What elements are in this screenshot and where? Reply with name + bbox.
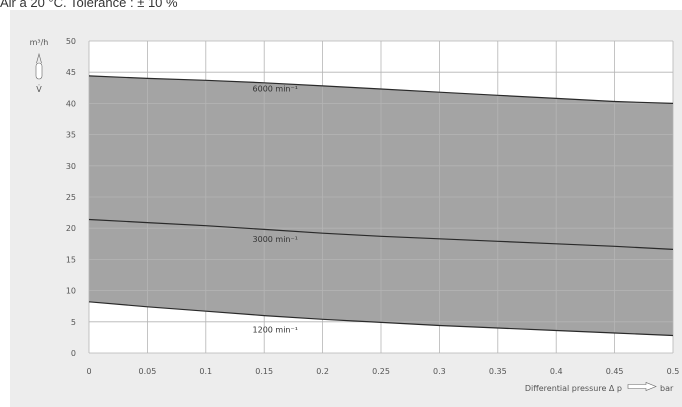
y-tick-label: 25 (66, 193, 76, 202)
x-tick-label: 0.25 (372, 367, 390, 376)
series-line-6000 (88, 75, 674, 104)
y-axis-unit: m³/h (30, 38, 49, 47)
y-axis-symbol: V̇ (36, 84, 42, 94)
curve-label-6000: 6000 min⁻¹ (253, 85, 298, 94)
grid-lines (88, 40, 674, 354)
y-tick-label: 0 (71, 349, 76, 358)
y-tick-label: 40 (66, 99, 76, 108)
flow-meter-icon (35, 52, 43, 80)
pressure-arrow-icon (627, 382, 657, 391)
curve-label-3000: 3000 min⁻¹ (253, 235, 298, 244)
x-tick-label: 0 (86, 367, 91, 376)
x-axis-unit: bar (660, 384, 674, 393)
chart-panel: 0 0.05 0.1 0.15 0.2 0.25 0.3 0.35 0.4 0.45 0.5 0 5 1… (10, 10, 682, 407)
x-tick-label: 0.1 (199, 367, 212, 376)
x-tick-label: 0.3 (433, 367, 446, 376)
x-tick-label: 0.15 (255, 367, 273, 376)
y-tick-label: 10 (66, 287, 76, 296)
y-tick-label: 15 (66, 255, 76, 264)
y-axis-ticks: 0 5 10 15 20 25 30 35 40 45 50 (66, 37, 76, 358)
speed-curves (88, 75, 674, 337)
series-line-1200 (88, 301, 674, 337)
x-tick-label: 0.4 (550, 367, 563, 376)
x-axis-ticks: 0 0.05 0.1 0.15 0.2 0.25 0.3 0.35 0.4 0.45 0.5 (86, 367, 679, 376)
performance-chart: 0 0.05 0.1 0.15 0.2 0.25 0.3 0.35 0.4 0.45 0.5 0 5 1… (30, 37, 680, 393)
y-tick-label: 30 (66, 162, 76, 171)
y-tick-label: 5 (71, 318, 76, 327)
series-line-3000 (88, 218, 674, 250)
x-tick-label: 0.45 (606, 367, 624, 376)
y-tick-label: 45 (66, 68, 76, 77)
y-tick-label: 35 (66, 131, 76, 140)
x-tick-label: 0.2 (316, 367, 329, 376)
x-tick-label: 0.35 (489, 367, 507, 376)
chart-note: Air à 20 °C. Tolérance : ± 10 % (0, 0, 178, 10)
curve-label-1200: 1200 min⁻¹ (253, 325, 298, 334)
x-tick-label: 0.5 (667, 367, 680, 376)
y-tick-label: 50 (66, 37, 76, 46)
x-tick-label: 0.05 (138, 367, 156, 376)
curve-labels: 6000 min⁻¹ 3000 min⁻¹ 1200 min⁻¹ (253, 85, 298, 335)
x-axis-label: Differential pressure Δ p (525, 384, 622, 393)
y-tick-label: 20 (66, 224, 76, 233)
